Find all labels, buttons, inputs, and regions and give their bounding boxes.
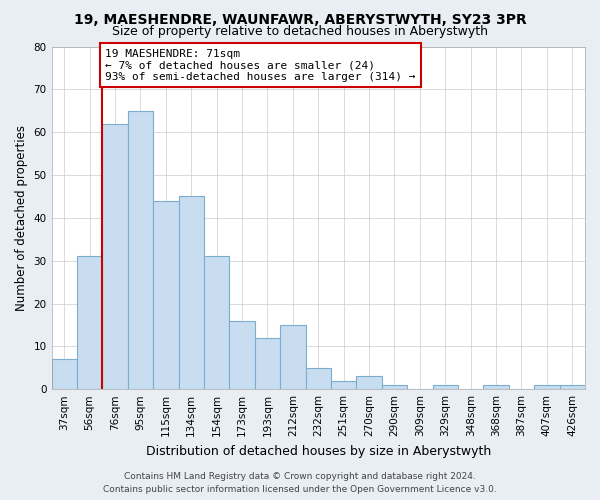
Bar: [77, 256, 103, 389]
Bar: [128, 111, 153, 389]
Bar: [255, 338, 280, 389]
Bar: [560, 385, 585, 389]
Bar: [356, 376, 382, 389]
Bar: [433, 385, 458, 389]
Text: Contains HM Land Registry data © Crown copyright and database right 2024.
Contai: Contains HM Land Registry data © Crown c…: [103, 472, 497, 494]
Bar: [52, 359, 77, 389]
Text: 19, MAESHENDRE, WAUNFAWR, ABERYSTWYTH, SY23 3PR: 19, MAESHENDRE, WAUNFAWR, ABERYSTWYTH, S…: [74, 12, 526, 26]
Bar: [229, 320, 255, 389]
Bar: [280, 325, 305, 389]
Bar: [331, 380, 356, 389]
Bar: [179, 196, 204, 389]
Bar: [484, 385, 509, 389]
Bar: [103, 124, 128, 389]
Bar: [534, 385, 560, 389]
Bar: [305, 368, 331, 389]
Bar: [153, 200, 179, 389]
Bar: [204, 256, 229, 389]
Text: 19 MAESHENDRE: 71sqm
← 7% of detached houses are smaller (24)
93% of semi-detach: 19 MAESHENDRE: 71sqm ← 7% of detached ho…: [106, 48, 416, 82]
X-axis label: Distribution of detached houses by size in Aberystwyth: Distribution of detached houses by size …: [146, 444, 491, 458]
Bar: [382, 385, 407, 389]
Text: Size of property relative to detached houses in Aberystwyth: Size of property relative to detached ho…: [112, 25, 488, 38]
Y-axis label: Number of detached properties: Number of detached properties: [15, 125, 28, 311]
